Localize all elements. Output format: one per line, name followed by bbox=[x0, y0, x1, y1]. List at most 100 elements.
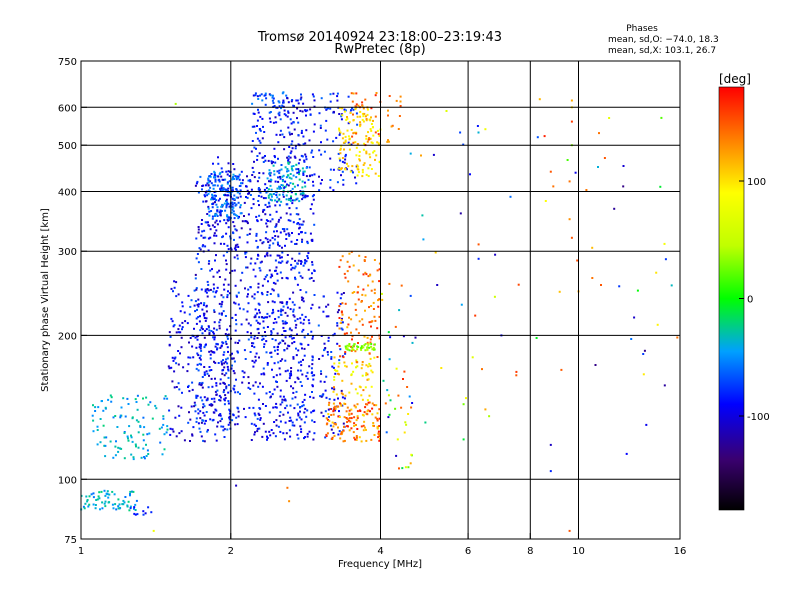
data-point bbox=[226, 203, 229, 206]
data-point bbox=[387, 416, 390, 419]
data-point bbox=[300, 428, 303, 431]
data-point bbox=[266, 293, 269, 296]
data-point bbox=[356, 143, 359, 146]
data-point bbox=[103, 444, 106, 447]
data-point bbox=[289, 308, 292, 311]
data-point bbox=[346, 344, 349, 347]
data-point bbox=[403, 431, 406, 434]
chart-subtitle: RwPretec (8p) bbox=[334, 42, 425, 57]
data-point bbox=[296, 376, 299, 379]
data-point bbox=[347, 323, 350, 326]
data-point bbox=[248, 232, 251, 235]
data-point bbox=[256, 427, 259, 430]
data-point bbox=[281, 178, 284, 181]
data-point bbox=[227, 290, 229, 293]
data-point bbox=[301, 223, 304, 226]
data-point bbox=[220, 303, 223, 306]
data-point bbox=[222, 359, 224, 362]
data-point bbox=[262, 317, 265, 319]
data-point bbox=[279, 420, 282, 423]
data-point bbox=[203, 373, 206, 376]
data-point bbox=[94, 507, 97, 510]
data-point bbox=[222, 204, 224, 207]
data-point bbox=[303, 181, 306, 184]
data-point bbox=[295, 242, 298, 245]
data-point bbox=[297, 162, 300, 165]
data-point bbox=[378, 262, 381, 265]
data-point bbox=[213, 242, 216, 245]
data-point bbox=[253, 293, 256, 296]
data-point bbox=[114, 503, 117, 506]
data-point bbox=[268, 269, 271, 272]
data-point bbox=[302, 196, 305, 199]
data-point bbox=[264, 203, 267, 206]
data-point bbox=[144, 512, 147, 515]
data-point bbox=[375, 92, 378, 94]
data-point bbox=[484, 128, 487, 131]
data-point bbox=[208, 369, 211, 372]
data-point bbox=[204, 236, 207, 239]
data-point bbox=[275, 374, 278, 377]
data-point bbox=[84, 502, 87, 505]
data-point bbox=[246, 266, 249, 269]
data-point bbox=[267, 280, 269, 283]
data-point bbox=[274, 406, 277, 409]
data-point bbox=[344, 403, 347, 405]
data-point bbox=[175, 362, 178, 365]
data-point bbox=[286, 168, 289, 170]
data-point bbox=[129, 505, 132, 508]
data-point bbox=[344, 109, 347, 112]
data-point bbox=[190, 299, 193, 302]
data-point bbox=[292, 104, 295, 107]
data-point bbox=[287, 344, 290, 347]
data-point bbox=[333, 376, 336, 378]
data-point bbox=[201, 245, 204, 248]
data-point bbox=[306, 409, 309, 412]
data-point bbox=[284, 359, 287, 362]
data-point bbox=[226, 346, 229, 349]
data-point bbox=[269, 239, 272, 242]
data-point bbox=[238, 307, 241, 310]
data-point bbox=[350, 109, 352, 112]
data-point bbox=[287, 232, 290, 235]
data-point bbox=[273, 301, 276, 304]
data-point bbox=[220, 294, 223, 297]
data-point bbox=[115, 508, 118, 511]
data-point bbox=[350, 143, 353, 146]
data-point bbox=[257, 194, 260, 197]
data-point bbox=[204, 329, 207, 332]
data-point bbox=[308, 166, 311, 169]
data-point bbox=[356, 174, 359, 177]
data-point bbox=[130, 453, 133, 456]
data-point bbox=[225, 263, 228, 266]
data-point bbox=[351, 338, 353, 341]
data-point bbox=[237, 342, 239, 344]
data-point bbox=[261, 242, 264, 245]
data-point bbox=[199, 417, 202, 420]
data-point bbox=[373, 424, 375, 427]
data-point bbox=[286, 277, 289, 280]
data-point bbox=[204, 184, 207, 187]
data-point bbox=[361, 118, 364, 121]
data-point bbox=[280, 308, 283, 311]
data-point bbox=[364, 386, 367, 389]
data-point bbox=[341, 137, 344, 140]
stats-o-line: mean, sd,O: −74.0, 18.3 bbox=[608, 35, 719, 45]
data-point bbox=[193, 401, 196, 404]
data-point bbox=[369, 364, 372, 367]
data-point bbox=[344, 158, 347, 161]
data-point bbox=[219, 318, 222, 321]
data-point bbox=[175, 295, 178, 298]
data-point bbox=[233, 194, 236, 197]
data-point bbox=[191, 388, 194, 391]
data-point bbox=[225, 387, 228, 390]
data-point bbox=[255, 239, 258, 242]
data-point bbox=[367, 138, 370, 141]
data-point bbox=[228, 421, 231, 424]
data-point bbox=[312, 156, 315, 158]
data-point bbox=[188, 411, 190, 414]
data-point bbox=[262, 422, 265, 425]
data-point bbox=[208, 224, 211, 227]
data-point bbox=[345, 118, 348, 121]
data-point bbox=[290, 335, 292, 338]
